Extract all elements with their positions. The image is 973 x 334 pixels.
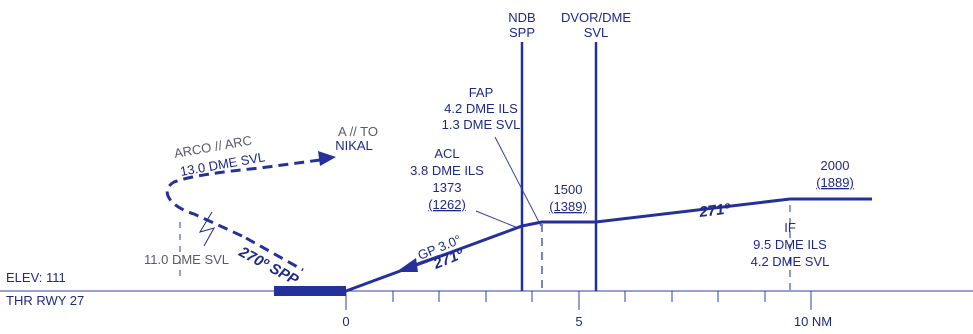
threshold-label: THR RWY 27 (6, 293, 84, 308)
scale-tick-10: 10 NM (794, 314, 832, 329)
arc-arrow-head (318, 151, 336, 166)
initial-height: (1889) (816, 175, 854, 190)
step-altitude: 1500 (554, 182, 583, 197)
fap-label: FAP (469, 85, 494, 100)
fap-leader (494, 136, 542, 227)
if-svl-dme: 4.2 DME SVL (751, 254, 830, 269)
dme11-label: 11.0 DME SVL (144, 252, 229, 267)
final-arrow-head (396, 258, 418, 272)
missed-approach-label: A // TO (338, 124, 378, 139)
scale-tick-5: 5 (575, 314, 582, 329)
acl-label: ACL (434, 146, 459, 161)
if-label: IF (784, 220, 796, 235)
if-ils-dme: 9.5 DME ILS (753, 237, 827, 252)
acl-altitude: 1373 (433, 180, 462, 195)
dvor-ident: SVL (584, 25, 609, 40)
dvor-label: DVOR/DME (561, 10, 631, 25)
ndb-label: NDB (508, 10, 535, 25)
fap-ils-dme: 4.2 DME ILS (444, 101, 518, 116)
elevation-label: ELEV: 111 (6, 270, 66, 285)
scale-tick-0: 0 (342, 314, 349, 329)
arc-path (165, 158, 321, 238)
acl-leader (475, 210, 519, 229)
ndb-ident: SPP (509, 25, 535, 40)
distance-scale (345, 291, 812, 310)
course-inbound: 271º (697, 200, 732, 221)
turn-zigzag (198, 211, 216, 247)
missed-approach-fix: NIKAL (335, 138, 373, 153)
step-height: (1389) (549, 199, 587, 214)
fap-svl-dme: 1.3 DME SVL (442, 117, 521, 132)
approach-profile-path (345, 197, 872, 293)
initial-altitude: 2000 (821, 158, 850, 173)
acl-height: (1262) (428, 197, 466, 212)
outbound-leg (245, 236, 304, 272)
acl-ils-dme: 3.8 DME ILS (410, 163, 484, 178)
